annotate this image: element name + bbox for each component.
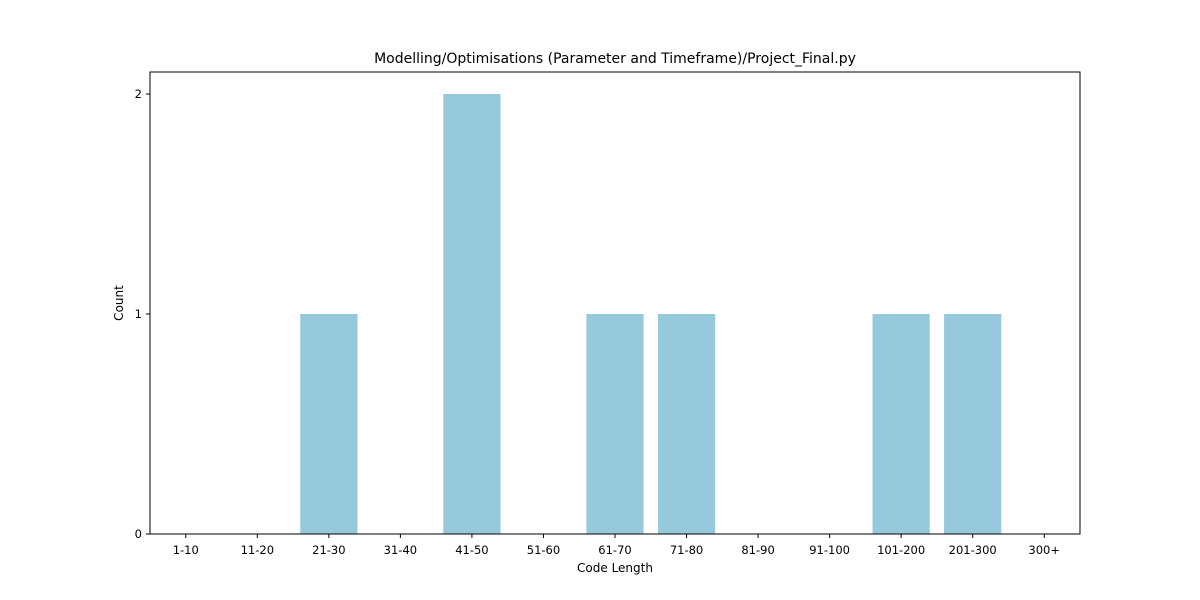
x-tick-label: 61-70 [598,543,631,557]
x-tick-label: 201-300 [949,543,997,557]
x-tick-label: 41-50 [455,543,488,557]
x-tick-label: 101-200 [877,543,925,557]
x-axis-label: Code Length [577,561,653,575]
y-axis-label: Count [112,285,126,321]
x-tick-label: 21-30 [312,543,345,557]
bar-61-70 [586,314,644,534]
x-tick-label: 1-10 [173,543,199,557]
bar-71-80 [657,314,716,534]
bars-group [300,94,1002,534]
x-tick-label: 11-20 [241,543,274,557]
chart-title: Modelling/Optimisations (Parameter and T… [374,51,856,67]
y-tick-label: 2 [135,87,142,101]
x-tick-label: 91-100 [809,543,850,557]
y-tick-label: 1 [135,307,142,321]
y-tick-label: 0 [135,527,142,541]
x-tick-label: 51-60 [527,543,560,557]
x-tick-label: 300+ [1028,543,1060,557]
x-tick-label: 81-90 [741,543,774,557]
x-axis: 1-10 11-20 21-30 31-40 41-50 51-60 61-70 71-80 8… [173,534,1060,557]
bar-21-30 [300,314,358,534]
x-tick-label: 71-80 [670,543,703,557]
y-axis: 0 1 2 [135,87,150,541]
x-tick-label: 31-40 [384,543,417,557]
bar-201-300 [944,314,1002,534]
bar-41-50 [443,94,501,534]
bar-101-200 [872,314,930,534]
